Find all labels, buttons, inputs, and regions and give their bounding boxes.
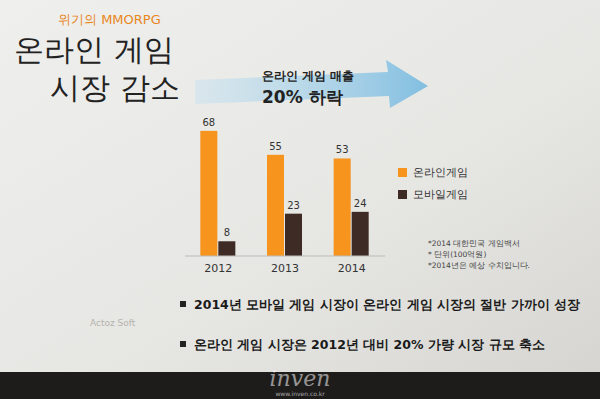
- annotation: 20% 하락: [262, 87, 343, 107]
- title: 시장 감소: [50, 70, 180, 105]
- title: 온라인 게임: [14, 32, 174, 67]
- note: *2014년은 예상 수치입니다.: [428, 261, 530, 270]
- legend-label: 온라인게임: [413, 166, 468, 179]
- data-label: 23: [287, 200, 300, 211]
- x-tick-label: 2012: [204, 262, 232, 275]
- bars: [200, 131, 368, 256]
- data-label: 53: [336, 144, 349, 155]
- data-label: 55: [269, 141, 282, 152]
- x-tick-label: 2014: [338, 262, 366, 275]
- data-labels: 68 55 53 8 23 24: [202, 117, 366, 238]
- bullet-item: 온라인 게임 시장은 2012년 대비 20% 가량 시장 규모 축소: [178, 336, 593, 353]
- data-label: 8: [224, 227, 230, 238]
- annotation: 온라인 게임 매출: [262, 69, 354, 83]
- data-label: 68: [202, 117, 215, 128]
- bar: [200, 131, 217, 256]
- note: * 단위(100억원): [428, 250, 486, 259]
- x-axis: [185, 256, 385, 257]
- legend-label: 모바일게임: [413, 188, 468, 201]
- trend-arrow: [195, 60, 428, 108]
- bullet-mark: [180, 301, 186, 307]
- bar: [285, 214, 302, 256]
- note: *2014 대한민국 게임백서: [428, 239, 520, 248]
- bar: [218, 241, 235, 256]
- watermark-url: www.inven.co.kr: [275, 390, 325, 397]
- logo: Actoz Soft: [90, 318, 136, 328]
- data-label: 24: [354, 198, 367, 209]
- slide-background: [0, 0, 600, 372]
- bar: [267, 155, 284, 256]
- x-tick-label: 2013: [271, 262, 299, 275]
- legend-swatch: [398, 190, 407, 199]
- watermark: inven: [270, 366, 331, 391]
- slide: 위기의 MMORPG 온라인 게임시장 감소 온라인 게임 매출 20% 하락 68 55…: [0, 0, 600, 399]
- bullet-text: 2014년 모바일 게임 시장이 온라인 게임 시장의 절반 가까이 성장: [194, 297, 580, 312]
- bar: [334, 158, 351, 256]
- bullet-mark: [180, 341, 186, 347]
- bullet-text: 온라인 게임 시장은 2012년 대비 20% 가량 시장 규모 축소: [194, 337, 545, 352]
- subtitle: 위기의 MMORPG: [58, 12, 161, 27]
- legend-swatch: [398, 168, 407, 177]
- bar: [352, 212, 369, 256]
- bullet-item: 2014년 모바일 게임 시장이 온라인 게임 시장의 절반 가까이 성장: [178, 296, 593, 313]
